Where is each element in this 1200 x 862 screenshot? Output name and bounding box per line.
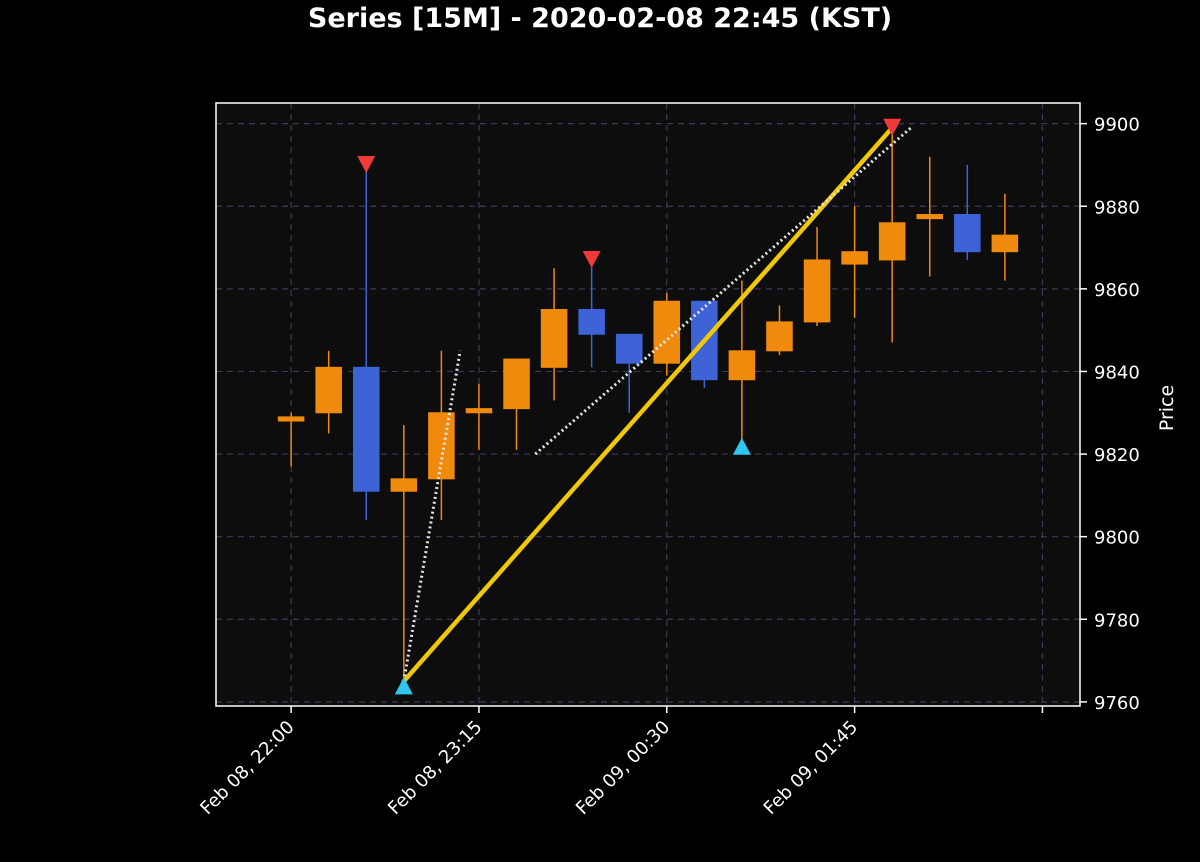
candle-body-13 [766,321,793,352]
candle-body-14 [803,259,831,323]
swing-low-marker-3 [732,437,751,455]
x-tick-label-2: Feb 09, 00:30 [572,717,674,819]
y-tick-label-1: 9780 [1094,610,1140,631]
plot-area: 9760 9780 9800 9820 9840 9860 9880 9900 Feb 08, … [196,102,1140,819]
candle-body-5 [465,408,493,414]
candle-body-9 [615,333,643,364]
candle-body-19 [991,234,1019,253]
candle-body-3 [390,478,418,492]
candle-body-6 [503,358,530,410]
swing-high-marker-2 [582,250,601,269]
y-tick-label-3: 9820 [1094,445,1140,466]
swing-low-marker-1 [394,677,413,695]
dotted-line-1 [402,350,462,682]
candle-body-15 [841,251,868,265]
y-tick-label-2: 9800 [1094,528,1140,549]
candle-body-1 [315,366,342,414]
y-tick-label-7: 9900 [1094,115,1140,136]
candle-body-7 [540,309,568,368]
x-tick-label-0: Feb 08, 22:00 [196,717,298,819]
x-tick-label-3: Feb 09, 01:45 [760,717,862,819]
candle-body-8 [578,309,605,335]
candle-body-18 [954,214,981,253]
candle-body-0 [277,416,305,422]
candle-body-12 [728,350,756,381]
y-tick-label-0: 9760 [1094,693,1140,714]
trend-line-0 [401,125,895,684]
y-tick-label-4: 9840 [1094,362,1140,383]
swing-high-marker-4 [883,118,902,136]
candle-body-16 [878,222,906,261]
x-tick-label-1: Feb 08, 23:15 [384,717,486,819]
chart-title: Series [15M] - 2020-02-08 22:45 (KST) [308,3,892,34]
y-axis-label: Price [1156,385,1178,431]
y-tick-label-5: 9860 [1094,280,1140,301]
y-tick-label-6: 9880 [1094,197,1140,218]
plot-frame [215,102,1081,707]
candle-body-17 [916,214,944,220]
swing-high-marker-0 [357,155,376,174]
candle-body-2 [352,366,380,492]
